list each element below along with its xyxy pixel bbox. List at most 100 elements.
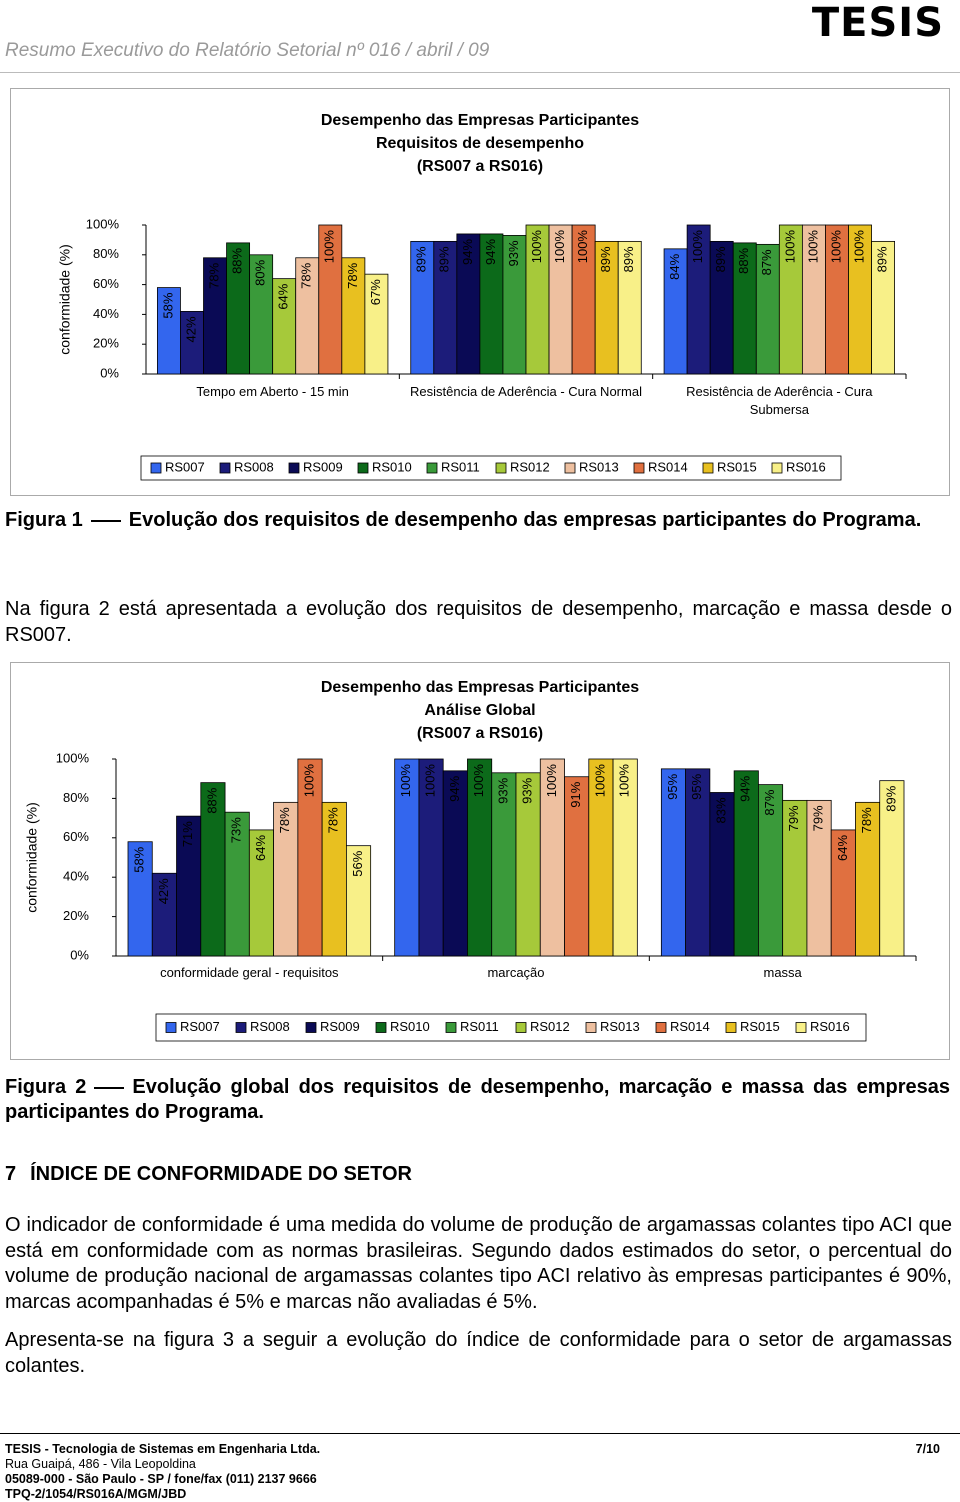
x-category: Resistência de Aderência - Cura Submersa (686, 384, 872, 417)
data-label: 100% (471, 764, 486, 798)
data-label: 89% (414, 246, 429, 272)
chart-title: Requisitos de desempenho (376, 135, 584, 152)
y-tick-label: 20% (93, 336, 119, 351)
legend-label: RS016 (786, 459, 826, 474)
legend-label: RS016 (810, 1019, 850, 1034)
data-label: 79% (811, 805, 826, 831)
legend (140, 455, 842, 481)
bar (782, 799, 808, 957)
data-label: 78% (326, 807, 341, 833)
bar (758, 784, 784, 957)
data-label: 100% (322, 230, 337, 264)
data-label: 100% (398, 764, 413, 798)
bar (879, 780, 905, 957)
data-label: 67% (368, 279, 383, 305)
data-label: 100% (690, 230, 705, 264)
legend-swatch (357, 462, 369, 474)
data-label: 89% (621, 246, 636, 272)
legend-label: RS007 (165, 459, 205, 474)
chart: Desempenho das Empresas Participantes Aná… (10, 662, 950, 1060)
figure-caption: Figura 1 Evolução dos requisitos de desem… (5, 508, 950, 533)
footer-page: 7/10 (915, 1442, 940, 1456)
bar (248, 829, 274, 957)
bar (491, 772, 517, 957)
data-label: 89% (875, 246, 890, 272)
x-tick-label: Tempo em Aberto - 15 min (196, 384, 349, 399)
chart-title: Análise Global (424, 702, 535, 719)
y-tick-label: 60% (63, 829, 89, 844)
data-label: 100% (529, 230, 544, 264)
data-label: 91% (568, 781, 583, 807)
y-tick-label: 80% (93, 246, 119, 261)
legend-label: RS015 (717, 459, 757, 474)
legend-label: RS008 (234, 459, 274, 474)
data-label: 100% (423, 764, 438, 798)
data-label: 100% (301, 764, 316, 798)
paragraph: Na figura 2 está apresentada a evolução … (5, 598, 952, 646)
data-label: 100% (805, 230, 820, 264)
chart-title: (RS007 a RS016) (417, 158, 543, 175)
legend-label: RS012 (510, 459, 550, 474)
data-label: 100% (544, 764, 559, 798)
paragraph: Apresenta-se na figura 3 a seguir a evol… (5, 1329, 952, 1377)
footer-company: TESIS - Tecnologia de Sistemas em Engenh… (5, 1442, 321, 1456)
section-heading: 7 ÍNDICE DE CONFORMIDADE DO SETOR (5, 1163, 412, 1186)
legend-swatch (515, 1022, 527, 1033)
header-title: Resumo Executivo do Relatório Setorial n… (5, 40, 490, 61)
legend-label: RS011 (460, 1019, 499, 1034)
bar (709, 792, 735, 957)
bar (871, 240, 896, 375)
legend-swatch (219, 462, 231, 474)
data-label: 84% (667, 253, 682, 279)
chart: Desempenho das Empresas Participantes Req… (10, 88, 950, 496)
data-label: 64% (253, 834, 268, 860)
bar (617, 240, 642, 375)
data-label: 56% (350, 850, 365, 876)
legend-swatch (165, 1022, 177, 1033)
bar (345, 845, 372, 957)
data-label: 94% (738, 775, 753, 801)
x-tick-label: Resistência de Aderência - Cura Normal (410, 384, 642, 399)
legend-label: RS013 (579, 459, 619, 474)
bar (418, 758, 444, 957)
chart-title: Desempenho das Empresas Participantes (321, 679, 639, 696)
section-title: ÍNDICE DE CONFORMIDADE DO SETOR (30, 1163, 412, 1185)
x-tick-label: conformidade geral - requisitos (160, 965, 339, 980)
data-label: 64% (835, 834, 850, 860)
footer-city: 05089-000 - São Paulo - SP / fone/fax (0… (5, 1472, 317, 1486)
data-label: 93% (520, 777, 535, 803)
chart-title: Desempenho das Empresas Participantes (321, 112, 639, 129)
data-label: 78% (345, 262, 360, 288)
y-tick-label: 100% (56, 750, 90, 765)
data-label: 71% (180, 821, 195, 847)
data-label: 88% (736, 247, 751, 273)
legend-label: RS010 (372, 459, 412, 474)
legend-swatch (564, 462, 576, 474)
legend-label: RS011 (441, 459, 480, 474)
figure-label: Figura 1 (5, 509, 83, 531)
legend-swatch (426, 462, 438, 474)
bar (564, 776, 590, 957)
bar (297, 758, 323, 957)
bar (467, 758, 493, 957)
footer-address: Rua Guaipá, 486 - Vila Leopoldina (5, 1457, 196, 1471)
data-label: 87% (762, 789, 777, 815)
x-tick-label: massa (763, 965, 802, 980)
legend-swatch (585, 1022, 597, 1033)
paragraph: O indicador de conformidade é uma medida… (5, 1214, 952, 1313)
legend-swatch (771, 462, 783, 474)
bar (224, 811, 250, 957)
data-label: 89% (713, 246, 728, 272)
legend-swatch (375, 1022, 387, 1033)
data-label: 100% (552, 230, 567, 264)
data-label: 88% (204, 787, 219, 813)
figure-label: Figura 2 (5, 1076, 87, 1098)
x-category: Tempo em Aberto - 15 min (196, 384, 349, 399)
data-label: 93% (506, 240, 521, 266)
bar (127, 841, 153, 957)
data-label: 100% (617, 764, 632, 798)
data-label: 42% (156, 878, 171, 904)
data-label: 93% (495, 777, 510, 803)
chart-title: (RS007 a RS016) (417, 725, 543, 742)
